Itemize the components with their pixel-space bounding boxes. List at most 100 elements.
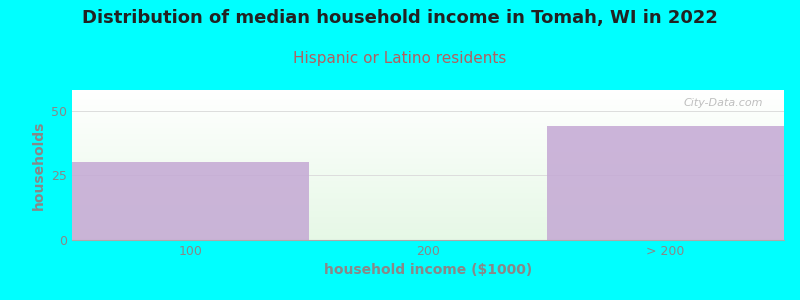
Bar: [72, 232, 784, 233]
Bar: [72, 137, 784, 138]
Bar: [72, 131, 784, 132]
Bar: [72, 207, 784, 208]
Bar: [72, 109, 784, 110]
Bar: [72, 139, 784, 140]
Bar: [72, 110, 784, 111]
Bar: [72, 91, 784, 92]
Bar: [72, 93, 784, 94]
Bar: [72, 122, 784, 123]
Bar: [72, 96, 784, 97]
Bar: [72, 202, 784, 203]
Bar: [72, 145, 784, 146]
Bar: [72, 116, 784, 117]
Bar: [72, 170, 784, 171]
Bar: [72, 102, 784, 103]
Bar: [72, 142, 784, 143]
Bar: [72, 163, 784, 164]
Bar: [72, 194, 784, 195]
Bar: [72, 199, 784, 200]
Bar: [72, 192, 784, 193]
Bar: [72, 130, 784, 131]
Bar: [72, 144, 784, 145]
Bar: [72, 103, 784, 104]
Bar: [72, 187, 784, 188]
Bar: [72, 185, 784, 186]
Bar: [72, 128, 784, 129]
Bar: [72, 123, 784, 124]
Bar: [72, 228, 784, 229]
Bar: [72, 216, 784, 217]
Bar: [72, 226, 784, 227]
Bar: [72, 135, 784, 136]
Bar: [72, 105, 784, 106]
Bar: [72, 147, 784, 148]
Bar: [72, 225, 784, 226]
Text: Hispanic or Latino residents: Hispanic or Latino residents: [294, 51, 506, 66]
Bar: [72, 113, 784, 114]
Text: City-Data.com: City-Data.com: [683, 98, 762, 107]
Bar: [72, 100, 784, 101]
Bar: [72, 134, 784, 135]
Bar: [72, 178, 784, 179]
Bar: [72, 160, 784, 161]
Bar: [72, 118, 784, 119]
Bar: [72, 148, 784, 149]
Bar: [72, 172, 784, 173]
Bar: [72, 150, 784, 151]
Bar: [72, 90, 784, 91]
Bar: [72, 164, 784, 165]
Bar: [72, 171, 784, 172]
Bar: [72, 107, 784, 108]
Bar: [72, 234, 784, 235]
Bar: [72, 237, 784, 238]
Bar: [72, 149, 784, 150]
Bar: [72, 114, 784, 115]
Bar: [72, 97, 784, 98]
Bar: [72, 100, 784, 101]
Bar: [72, 206, 784, 207]
Bar: [72, 167, 784, 168]
Bar: [72, 219, 784, 220]
Bar: [72, 173, 784, 174]
Bar: [72, 201, 784, 202]
Bar: [72, 238, 784, 239]
Bar: [72, 121, 784, 122]
Bar: [72, 211, 784, 212]
Bar: [72, 165, 784, 166]
Bar: [72, 120, 784, 121]
Bar: [72, 125, 784, 126]
Text: Distribution of median household income in Tomah, WI in 2022: Distribution of median household income …: [82, 9, 718, 27]
Bar: [72, 118, 784, 119]
Bar: [72, 202, 784, 203]
Bar: [72, 193, 784, 194]
Bar: [72, 133, 784, 134]
Bar: [72, 221, 784, 222]
Bar: [72, 204, 784, 205]
Bar: [72, 223, 784, 224]
Bar: [546, 126, 784, 240]
Bar: [72, 222, 784, 223]
Bar: [72, 158, 784, 159]
Bar: [72, 179, 784, 180]
Bar: [72, 162, 310, 240]
X-axis label: household income ($1000): household income ($1000): [324, 263, 532, 278]
Bar: [72, 188, 784, 189]
Bar: [72, 238, 784, 239]
Bar: [72, 184, 784, 185]
Bar: [72, 140, 784, 141]
Bar: [72, 229, 784, 230]
Bar: [72, 168, 784, 169]
Bar: [72, 143, 784, 144]
Bar: [72, 154, 784, 155]
Bar: [72, 98, 784, 99]
Bar: [72, 196, 784, 197]
Bar: [72, 153, 784, 154]
Bar: [72, 112, 784, 113]
Bar: [72, 191, 784, 192]
Bar: [72, 208, 784, 209]
Bar: [72, 224, 784, 225]
Bar: [72, 200, 784, 201]
Bar: [72, 106, 784, 107]
Bar: [72, 195, 784, 196]
Bar: [72, 181, 784, 182]
